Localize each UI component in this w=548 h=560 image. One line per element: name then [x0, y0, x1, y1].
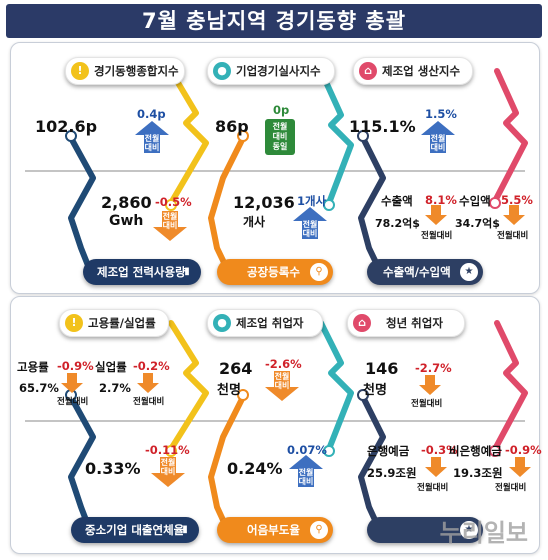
factory-count-unit: 개사 — [243, 215, 266, 229]
youth-employed-note: 전월대비 — [411, 399, 443, 409]
arrow-down-icon — [509, 457, 531, 477]
dishonored-bill-change: 0.07% — [287, 443, 327, 457]
arrow-down-icon — [419, 375, 441, 395]
import-label: 수입액 — [459, 194, 491, 208]
pill-manufacturing-production: ⌂ 제조업 생산지수 — [353, 57, 473, 85]
factory-count-value: 12,036 — [233, 193, 295, 212]
info-icon: ! — [71, 62, 89, 80]
arrow-down-icon — [61, 373, 83, 393]
youth-employed-unit: 천명 — [363, 383, 387, 398]
person-icon: ● — [213, 62, 231, 80]
arrow-down-icon — [425, 205, 447, 225]
nonbank-deposit-change: -0.9% — [505, 443, 542, 457]
bar-chart-icon: ▮ — [182, 524, 188, 535]
arrow-down-icon: 전월 대비 — [151, 457, 185, 487]
youth-employed-value: 146 — [365, 359, 399, 378]
power-usage-unit: Gwh — [109, 213, 144, 229]
pill-coincident-index: ! 경기동행종합지수 — [65, 57, 185, 85]
unemployment-value: 2.7% — [99, 381, 131, 395]
panel-employment-finance: ! 고용률/실업률 ● 제조업 취업자 ⌂ 청년 취업자 고용률 -0.9% 6… — [10, 296, 542, 554]
connector-lines — [25, 68, 528, 276]
star-icon: ★ — [460, 521, 478, 539]
power-usage-value: 2,860 — [101, 193, 152, 212]
sme-delinquency-value: 0.33% — [85, 459, 141, 478]
power-usage-change: -0.5% — [155, 195, 192, 209]
home-icon: ⌂ — [353, 314, 371, 332]
factory-count-change: 1개사 — [297, 194, 327, 208]
pill-bsi: ● 기업경기실사지수 — [207, 57, 335, 85]
page-title: 7월 충남지역 경기동향 총괄 — [6, 4, 542, 38]
pill-dishonored-bill: 어음부도율 ⚲ — [217, 517, 333, 543]
employment-note: 전월대비 — [57, 397, 89, 407]
bank-deposit-note: 전월대비 — [417, 483, 449, 493]
bsi-value: 86p — [215, 117, 249, 136]
employment-change: -0.9% — [57, 359, 94, 373]
bsi-change: 0p — [273, 103, 290, 117]
manufacturing-employed-unit: 천명 — [217, 383, 241, 398]
arrow-up-icon: 전월 대비 — [293, 207, 327, 239]
pill-power-usage: 제조업 전력사용량 ▮ — [83, 259, 201, 285]
bank-deposit-change: -0.3% — [421, 443, 458, 457]
export-note: 전월대비 — [421, 231, 453, 241]
bank-deposit-label: 은행예금 — [367, 444, 410, 458]
arrow-up-icon: 전월 대비 — [421, 121, 455, 153]
pill-factory-count: 공장등록수 ⚲ — [217, 259, 333, 285]
manufacturing-employed-change: -2.6% — [265, 357, 302, 371]
star-icon: ★ — [460, 263, 478, 281]
search-icon: ⚲ — [310, 263, 328, 281]
connector-lines — [25, 320, 528, 536]
arrow-up-icon: 전월 대비 — [135, 121, 169, 153]
unemployment-note: 전월대비 — [133, 397, 165, 407]
bar-chart-icon: ▮ — [184, 266, 190, 277]
production-index-value: 115.1% — [349, 117, 416, 136]
info-icon: ! — [65, 314, 83, 332]
dishonored-bill-value: 0.24% — [227, 459, 283, 478]
pill-employment-rate: ! 고용률/실업률 — [59, 309, 169, 337]
employment-label: 고용률 — [17, 360, 49, 374]
pill-manufacturing-employed: ● 제조업 취업자 — [207, 309, 323, 337]
nonbank-deposit-note: 전월대비 — [495, 483, 527, 493]
arrow-down-icon — [425, 457, 447, 477]
export-label: 수출액 — [381, 194, 413, 208]
panel-economic-indicators: ! 경기동행종합지수 ● 기업경기실사지수 ⌂ 제조업 생산지수 102.6p … — [10, 42, 540, 294]
unemployment-label: 실업률 — [95, 360, 127, 374]
nonbank-deposit-label: 비은행예금 — [449, 444, 502, 458]
pill-sme-delinquency: 중소기업 대출연체율 ▮ — [71, 517, 199, 543]
search-icon: ⚲ — [310, 521, 328, 539]
arrow-down-icon: 전월 대비 — [265, 371, 299, 401]
youth-employed-change: -2.7% — [415, 361, 452, 375]
employment-value: 65.7% — [19, 381, 59, 395]
pill-youth-employed: ⌂ 청년 취업자 — [347, 309, 465, 337]
nonbank-deposit-value: 19.3조원 — [453, 466, 503, 480]
arrow-down-icon — [137, 373, 159, 393]
manufacturing-employed-value: 264 — [219, 359, 253, 378]
import-change: 5.5% — [501, 193, 533, 207]
arrow-down-icon: 전월 대비 — [153, 211, 187, 241]
import-note: 전월대비 — [497, 231, 529, 241]
watermark-logo: 누리일보 — [439, 519, 528, 547]
arrow-down-icon — [503, 205, 525, 225]
coincident-index-change: 0.4p — [137, 107, 166, 121]
no-change-badge: 전월 대비 동일 — [265, 119, 295, 155]
coincident-index-value: 102.6p — [35, 117, 98, 136]
arrow-up-icon: 전월 대비 — [289, 455, 323, 487]
export-value: 78.2억$ — [375, 217, 420, 230]
import-value: 34.7억$ — [455, 217, 500, 230]
person-icon: ● — [213, 314, 231, 332]
bank-deposit-value: 25.9조원 — [367, 466, 417, 480]
production-index-change: 1.5% — [425, 107, 457, 121]
sme-delinquency-change: -0.11% — [145, 443, 190, 457]
unemployment-change: -0.2% — [133, 359, 170, 373]
export-change: 8.1% — [425, 193, 457, 207]
pill-trade: 수출액/수입액 ★ — [367, 259, 483, 285]
pill-deposits: ★ — [367, 517, 483, 543]
home-icon: ⌂ — [359, 62, 377, 80]
